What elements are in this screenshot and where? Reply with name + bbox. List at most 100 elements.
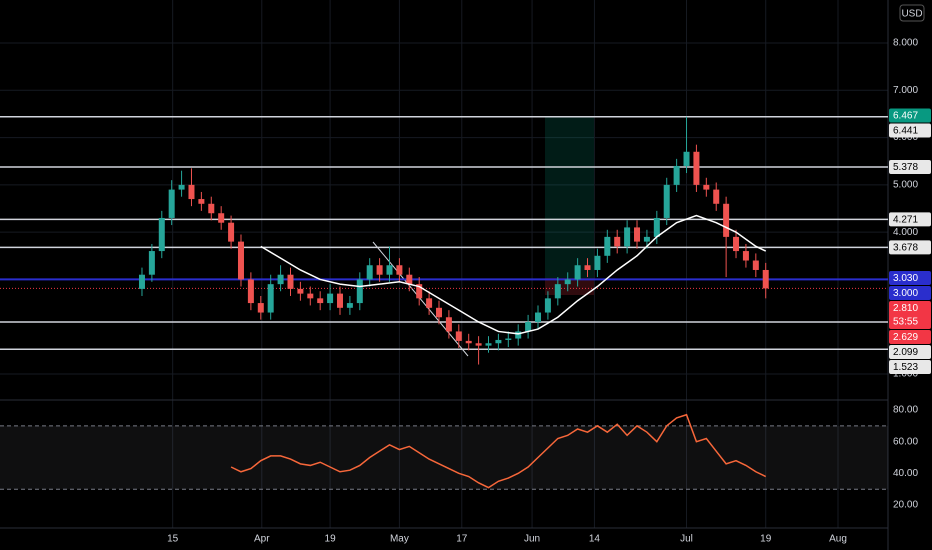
price-label: 6.441 — [893, 126, 918, 137]
candle-body — [455, 331, 462, 341]
candle-body — [287, 274, 294, 289]
candle-body — [208, 203, 215, 214]
price-label-box — [889, 345, 931, 360]
candle-body — [406, 274, 413, 285]
y-tick-label: 1.000 — [893, 369, 918, 380]
candle-body — [495, 339, 502, 344]
candle-body — [544, 298, 551, 313]
candle-body — [475, 343, 482, 346]
candle-body — [237, 241, 244, 280]
x-tick-label: Jul — [680, 534, 693, 545]
y-tick-label: 4.000 — [893, 227, 918, 238]
candle-body — [594, 255, 601, 270]
candle-body — [723, 203, 730, 237]
candle-body — [257, 303, 264, 313]
x-tick-label: 14 — [589, 534, 601, 545]
candle-body — [247, 279, 254, 304]
candle-body — [574, 265, 581, 280]
candle-body — [327, 293, 334, 304]
price-label-box — [889, 212, 931, 227]
candle-body — [515, 331, 522, 339]
currency-box[interactable] — [899, 4, 925, 22]
y-tick-label: 80.00 — [893, 405, 918, 416]
candle-body — [485, 343, 492, 346]
candle-body — [465, 340, 472, 344]
candle-body — [584, 265, 591, 270]
price-label: 2.629 — [893, 332, 918, 343]
candle-body — [535, 312, 542, 322]
x-tick-label: 19 — [760, 534, 772, 545]
candle-body — [693, 151, 700, 185]
candle-body — [634, 227, 641, 242]
candle-body — [554, 284, 561, 299]
candle-body — [683, 151, 690, 166]
price-label-box — [889, 108, 931, 123]
rsi-band — [0, 425, 888, 490]
y-tick-label: 60.00 — [893, 436, 918, 447]
candle-body — [336, 293, 343, 308]
price-label: 3.678 — [893, 243, 918, 254]
price-label-box — [889, 286, 931, 301]
moving-average — [260, 214, 767, 335]
price-label-box — [889, 330, 931, 345]
candle-body — [158, 217, 165, 252]
x-tick-label: Aug — [829, 534, 847, 545]
price-label: 3.000 — [893, 288, 918, 299]
price-label: 4.271 — [893, 214, 918, 225]
candle-body — [436, 307, 443, 318]
x-tick-label: 15 — [167, 534, 179, 545]
candle-body — [317, 298, 324, 304]
price-label: 2.810 — [893, 303, 918, 314]
price-label: 5.378 — [893, 162, 918, 173]
candle-body — [168, 189, 175, 218]
candle-body — [218, 213, 225, 223]
rsi-line — [230, 413, 767, 489]
y-tick-label: 20.00 — [893, 500, 918, 511]
price-label: 6.467 — [893, 111, 918, 122]
y-tick-label: 8.000 — [893, 38, 918, 49]
trend-line — [372, 241, 469, 357]
currency: USD — [901, 9, 922, 20]
candle-body — [376, 265, 383, 275]
candle-body — [396, 265, 403, 275]
candle-body — [188, 184, 195, 200]
candle-body — [386, 265, 393, 275]
candle-body — [604, 236, 611, 256]
y-tick-label: 7.000 — [893, 85, 918, 96]
x-tick-label: May — [390, 534, 409, 545]
candle-body — [703, 184, 710, 190]
price-label: 2.099 — [893, 347, 918, 358]
x-tick-label: 19 — [325, 534, 337, 545]
candle-body — [733, 236, 740, 252]
candle-body — [297, 288, 304, 294]
countdown: 53:55 — [893, 317, 918, 328]
candle-body — [356, 279, 363, 304]
price-label: 3.030 — [893, 273, 918, 284]
candle-body — [713, 189, 720, 204]
x-tick-label: Apr — [254, 534, 270, 545]
candle-body — [643, 236, 650, 242]
candle-body — [416, 284, 423, 299]
candle-body — [445, 317, 452, 332]
y-tick-label: 40.00 — [893, 468, 918, 479]
price-label-box — [889, 159, 931, 174]
candle-body — [426, 298, 433, 308]
candle-body — [138, 274, 145, 289]
candle-body — [178, 184, 185, 190]
y-tick-label: 5.000 — [893, 180, 918, 191]
price-label: 1.523 — [893, 362, 918, 373]
candle-body — [742, 251, 749, 261]
y-tick-label: 6.000 — [893, 132, 918, 143]
x-tick-label: 17 — [456, 534, 468, 545]
candle-body — [277, 274, 284, 285]
candle-body — [198, 199, 205, 204]
candle-body — [614, 236, 621, 247]
price-label-box — [889, 360, 931, 375]
candle-body — [505, 338, 512, 340]
candle-body — [752, 260, 759, 270]
candle-body — [663, 184, 670, 218]
candle-body — [228, 222, 235, 242]
candle-body — [267, 284, 274, 313]
